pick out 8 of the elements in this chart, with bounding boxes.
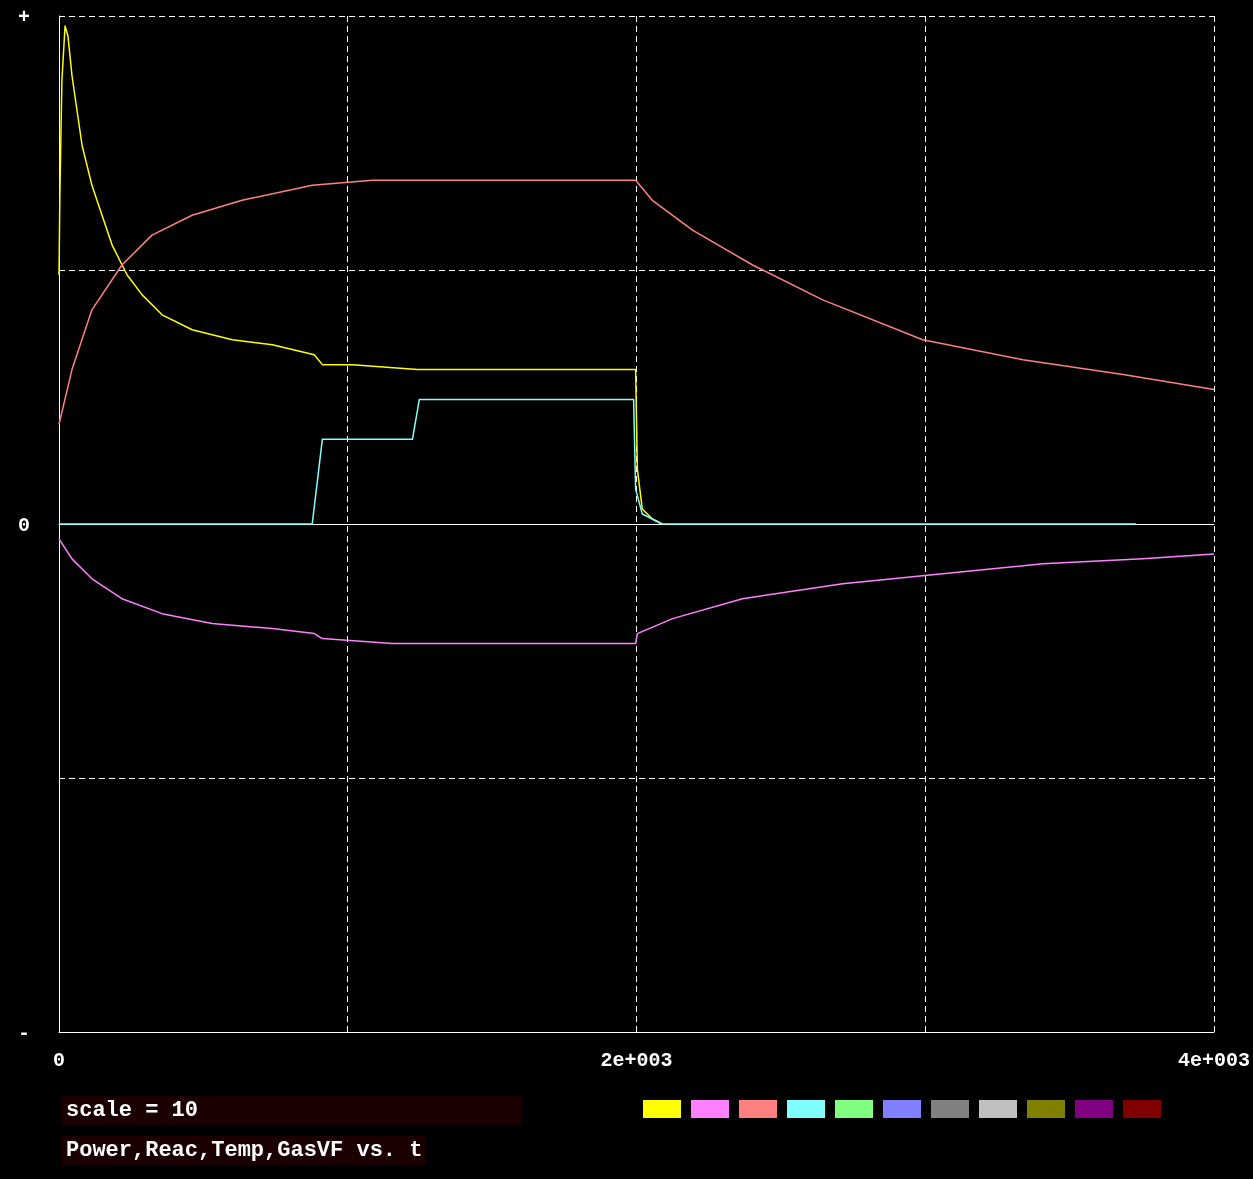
x-tick-label: 0 — [52, 1048, 66, 1072]
text: Power,Reac,Temp,GasVF vs. t — [62, 1136, 427, 1165]
text: + — [18, 5, 31, 29]
text: 0 — [18, 513, 31, 537]
text: - — [18, 1021, 31, 1045]
x-tick-label: 2e+003 — [600, 1048, 673, 1072]
x-tick-label: 4e+003 — [1177, 1048, 1250, 1072]
text: scale = 10 — [62, 1096, 522, 1125]
